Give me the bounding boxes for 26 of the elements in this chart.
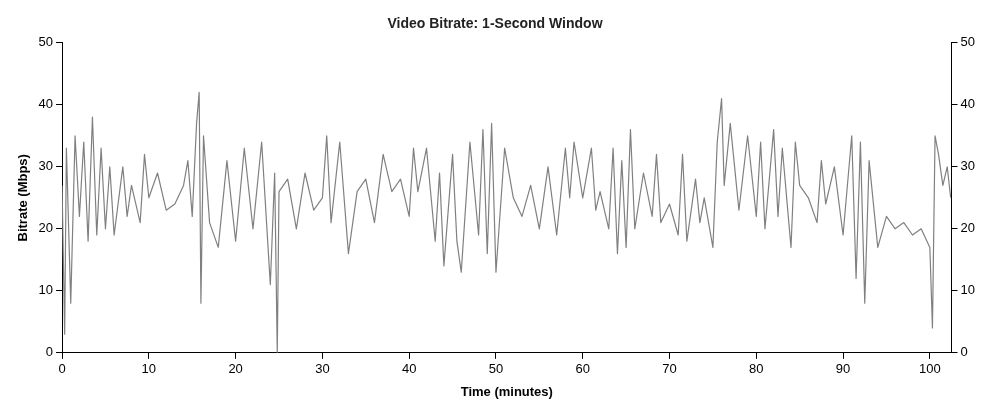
y-tick-label: 0 xyxy=(45,344,54,360)
y2-tick-label: 10 xyxy=(960,282,976,298)
x-tick-label: 20 xyxy=(228,361,243,377)
y-tick-label: 10 xyxy=(38,282,54,298)
x-tick-label: 70 xyxy=(662,361,677,377)
y-tick-label: 30 xyxy=(38,158,54,174)
y2-tick-label: 20 xyxy=(960,220,976,236)
y2-tick-label: 30 xyxy=(960,158,976,174)
x-tick-label: 100 xyxy=(918,361,941,377)
x-tick-label: 60 xyxy=(575,361,590,377)
x-tick-label: 30 xyxy=(315,361,330,377)
y2-tick-label: 0 xyxy=(960,344,968,360)
y2-tick-label: 40 xyxy=(960,96,976,112)
x-tick-label: 10 xyxy=(141,361,157,377)
y-axis-title: Bitrate (Mbps) xyxy=(15,154,31,242)
x-tick-label: 0 xyxy=(58,361,66,377)
x-axis-title: Time (minutes) xyxy=(460,383,553,399)
x-tick-label: 50 xyxy=(488,361,504,377)
y2-tick-label: 50 xyxy=(960,34,976,50)
x-tick-label: 80 xyxy=(749,361,764,377)
y-tick-label: 50 xyxy=(38,34,54,50)
y-tick-label: 40 xyxy=(38,96,54,112)
x-tick-label: 90 xyxy=(835,361,851,377)
chart-title: Video Bitrate: 1-Second Window xyxy=(387,15,603,32)
x-tick-label: 40 xyxy=(401,361,417,377)
y-tick-label: 20 xyxy=(38,220,54,236)
